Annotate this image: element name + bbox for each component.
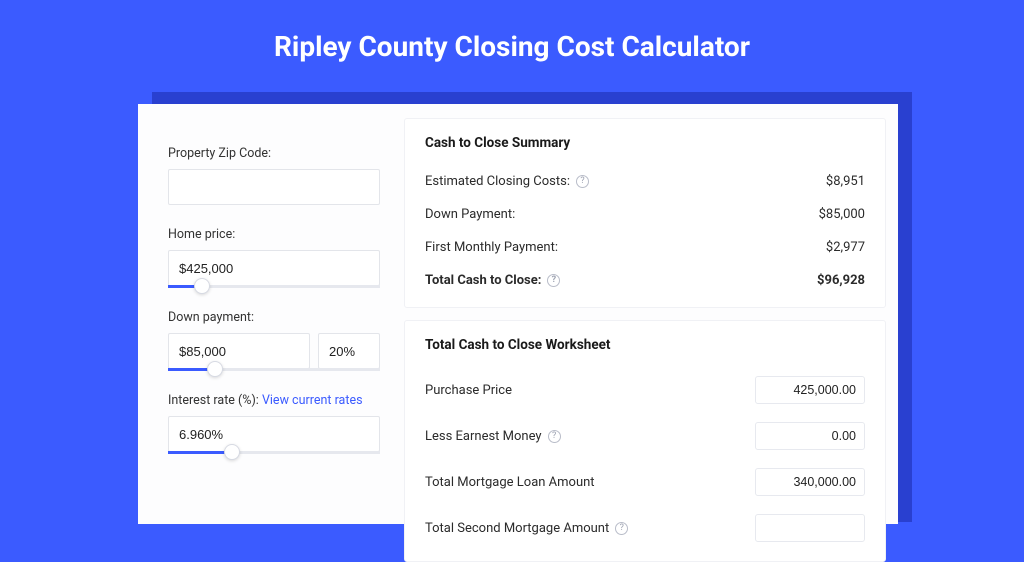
help-icon[interactable]: ? (615, 522, 628, 535)
summary-row-value: $85,000 (819, 207, 865, 222)
summary-row-value: $2,977 (826, 240, 865, 255)
down-payment-input[interactable] (168, 333, 310, 369)
worksheet-title: Total Cash to Close Worksheet (425, 337, 865, 353)
interest-rate-group: Interest rate (%): View current rates (168, 393, 380, 454)
summary-row-label-text: First Monthly Payment: (425, 240, 558, 255)
worksheet-row-label-text: Total Second Mortgage Amount (425, 521, 609, 536)
worksheet-row: Purchase Price (425, 367, 865, 413)
down-payment-label: Down payment: (168, 310, 380, 325)
summary-panel: Cash to Close Summary Estimated Closing … (404, 118, 886, 308)
interest-rate-slider-thumb[interactable] (224, 444, 240, 460)
worksheet-row-label-text: Less Earnest Money (425, 429, 542, 444)
calculator-card: Property Zip Code: Home price: Down paym… (138, 104, 898, 524)
down-payment-pct-input[interactable] (318, 333, 380, 369)
page-title: Ripley County Closing Cost Calculator (0, 0, 1024, 87)
worksheet-row-label: Total Second Mortgage Amount? (425, 521, 628, 536)
worksheet-row-label-text: Purchase Price (425, 383, 512, 398)
worksheet-row-label: Purchase Price (425, 383, 512, 398)
home-price-slider-thumb[interactable] (194, 278, 210, 294)
interest-rate-label: Interest rate (%): (168, 393, 262, 408)
zip-label: Property Zip Code: (168, 146, 380, 161)
home-price-group: Home price: (168, 227, 380, 288)
zip-group: Property Zip Code: (168, 146, 380, 205)
summary-row-value: $8,951 (826, 174, 865, 189)
worksheet-row-input[interactable] (755, 422, 865, 450)
zip-input[interactable] (168, 169, 380, 205)
summary-row-label: First Monthly Payment: (425, 240, 558, 255)
down-payment-slider-wrap (168, 333, 380, 371)
summary-row-label-text: Estimated Closing Costs: (425, 174, 570, 189)
summary-row-value: $96,928 (817, 273, 865, 288)
interest-rate-slider-track[interactable] (168, 451, 380, 454)
summary-title: Cash to Close Summary (425, 135, 865, 151)
interest-rate-input[interactable] (168, 416, 380, 452)
summary-row: Estimated Closing Costs:? $8,951 (425, 165, 865, 198)
worksheet-row: Less Earnest Money? (425, 413, 865, 459)
summary-row: Total Cash to Close:? $96,928 (425, 264, 865, 297)
worksheet-row-input[interactable] (755, 468, 865, 496)
summary-row: First Monthly Payment: $2,977 (425, 231, 865, 264)
interest-rate-slider-wrap (168, 416, 380, 454)
summary-row: Down Payment: $85,000 (425, 198, 865, 231)
down-payment-group: Down payment: (168, 310, 380, 371)
worksheet-row-input[interactable] (755, 376, 865, 404)
summary-row-label: Down Payment: (425, 207, 515, 222)
worksheet-row-label-text: Total Mortgage Loan Amount (425, 475, 595, 490)
worksheet-row-input[interactable] (755, 514, 865, 542)
summary-row-label: Estimated Closing Costs:? (425, 174, 589, 189)
interest-rate-label-row: Interest rate (%): View current rates (168, 393, 380, 408)
interest-rate-slider-fill (168, 451, 232, 454)
home-price-slider-track[interactable] (168, 285, 380, 288)
view-rates-link[interactable]: View current rates (262, 393, 363, 408)
inputs-column: Property Zip Code: Home price: Down paym… (150, 118, 390, 510)
worksheet-panel: Total Cash to Close Worksheet Purchase P… (404, 320, 886, 562)
summary-row-label: Total Cash to Close:? (425, 273, 560, 288)
help-icon[interactable]: ? (576, 175, 589, 188)
worksheet-row-label: Total Mortgage Loan Amount (425, 475, 595, 490)
home-price-slider-wrap (168, 250, 380, 288)
home-price-label: Home price: (168, 227, 380, 242)
results-column: Cash to Close Summary Estimated Closing … (404, 118, 886, 510)
summary-row-label-text: Total Cash to Close: (425, 273, 541, 288)
down-payment-slider-thumb[interactable] (207, 361, 223, 377)
worksheet-row-label: Less Earnest Money? (425, 429, 561, 444)
help-icon[interactable]: ? (547, 274, 560, 287)
summary-row-label-text: Down Payment: (425, 207, 515, 222)
down-payment-slider-track[interactable] (168, 368, 380, 371)
help-icon[interactable]: ? (548, 430, 561, 443)
worksheet-row: Total Mortgage Loan Amount (425, 459, 865, 505)
